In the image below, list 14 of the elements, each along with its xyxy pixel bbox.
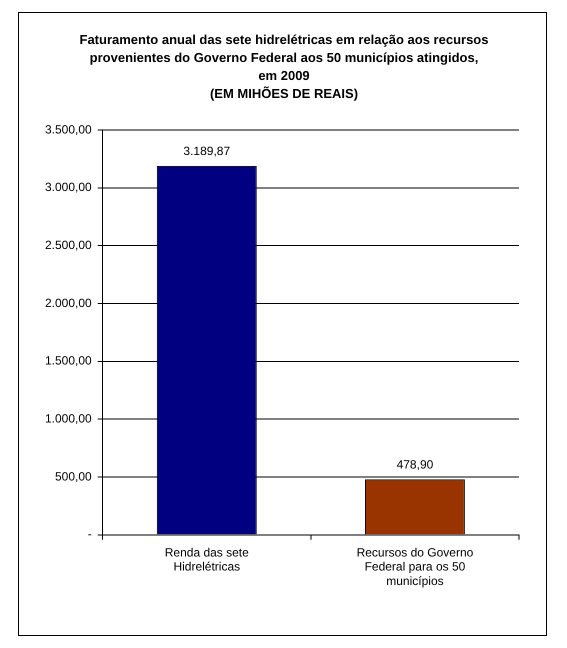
y-tick-label: 3.500,00	[44, 122, 92, 136]
data-label: 478,90	[396, 458, 434, 472]
y-tick-label: 2.500,00	[44, 238, 92, 252]
chart-title: Faturamento anual das sete hidrelétricas em relação aos recursos provenientes do Governo Federal aos 50 municípios atingidos, em 2009	[79, 31, 489, 85]
x-tick-label: Renda das sete Hidrelétricas	[164, 545, 250, 574]
data-label: 3.189,87	[183, 144, 230, 158]
y-tick-label: 1.500,00	[44, 354, 92, 368]
y-tick-label: 1.000,00	[44, 411, 92, 426]
y-tick-label: 500,00	[55, 469, 92, 484]
y-tick-label: 3.000,00	[44, 180, 92, 194]
chart-subtitle: (EM MIHÕES DE REAIS)	[208, 85, 360, 103]
y-tick-label: -	[88, 527, 92, 542]
x-tick-label: Recursos do Governo Federal para os 50 municípios	[356, 545, 474, 588]
y-tick-label: 2.000,00	[44, 296, 92, 310]
